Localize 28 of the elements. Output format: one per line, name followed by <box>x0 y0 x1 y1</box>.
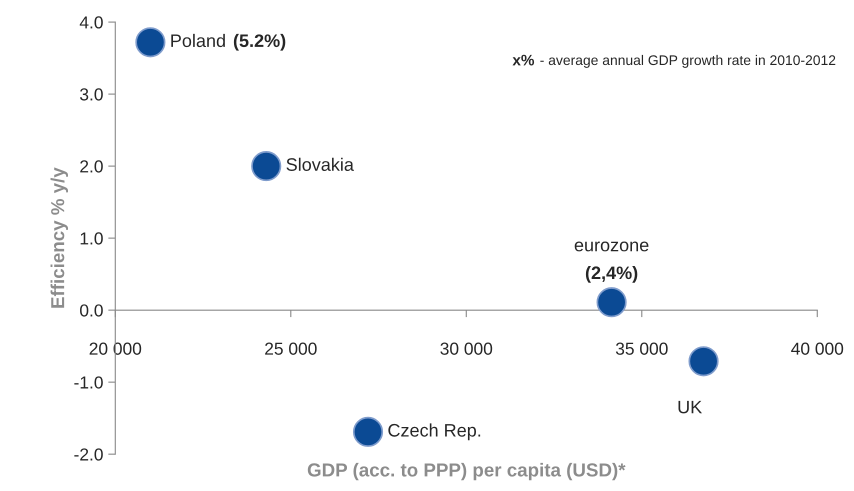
x-tick-label: 20 000 <box>90 342 142 355</box>
series-label: Slovakia <box>286 158 354 171</box>
y-tick-label: 4.0 <box>80 16 103 29</box>
x-tick-label: 35 000 <box>616 342 668 355</box>
point <box>135 27 166 58</box>
point <box>251 151 282 182</box>
annotation: - average annual GDP growth rate in 2010-2012 <box>540 54 836 68</box>
y-tick-label: 3.0 <box>80 88 103 101</box>
x-axis-title: GDP (acc. to PPP) per capita (USD)* <box>308 462 626 480</box>
y-tick-label: -2.0 <box>74 448 103 461</box>
point <box>352 416 384 447</box>
series-label: Poland <box>171 34 225 48</box>
x-tick-label: 30 000 <box>440 342 492 355</box>
y-tick-label: -1.0 <box>74 376 103 389</box>
series-label: UK <box>678 400 702 414</box>
annotation: (5.2%) <box>234 34 286 51</box>
y-axis-title: Efficiency % y/y <box>50 167 68 308</box>
y-tick-label: 1.0 <box>80 232 103 245</box>
y-tick-label: 2.0 <box>80 160 103 173</box>
point <box>596 287 627 318</box>
text: eurozone <box>574 242 648 252</box>
annotation: (2,4%) <box>586 266 638 283</box>
point <box>688 346 719 376</box>
y-tick-label: 0.0 <box>80 304 103 317</box>
x-tick-label: 40 000 <box>791 342 844 355</box>
series-label: Czech Rep. <box>388 423 480 440</box>
annotation: x% <box>512 54 534 66</box>
x-tick-label: 25 000 <box>265 342 317 355</box>
